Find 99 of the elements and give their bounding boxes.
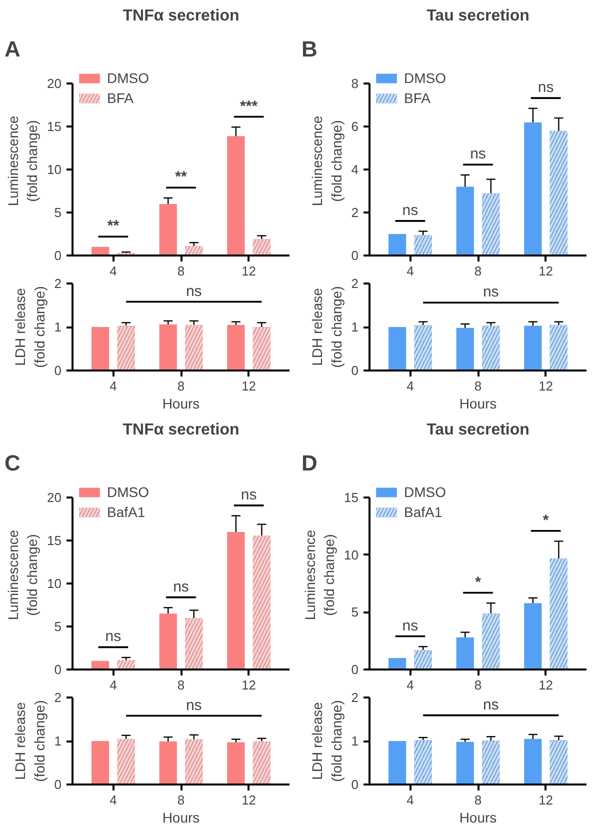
- x-axis-title: Hours: [459, 810, 497, 826]
- y-tick-label: 2: [54, 690, 62, 705]
- y-tick-label: 2: [351, 690, 359, 705]
- x-tick-label: 12: [538, 264, 554, 278]
- y-axis-title: Luminescence (fold change): [309, 116, 344, 206]
- x-tick-label: 12: [538, 792, 554, 808]
- x-tick-label: 4: [110, 378, 117, 394]
- y-tick-label: 10: [47, 576, 62, 592]
- y-axis-title: Luminescence (fold change): [302, 530, 338, 620]
- annotation: ns: [105, 628, 122, 646]
- y-tick-label: 15: [47, 119, 62, 134]
- y-tick-label: 2: [351, 205, 359, 220]
- y-tick-label: 6: [351, 119, 359, 134]
- annotation: **: [107, 218, 120, 235]
- x-tick-label: 4: [110, 264, 117, 278]
- text: A: [4, 36, 20, 62]
- y-axis-title: LDH release (fold change): [12, 700, 48, 782]
- x-tick-label: 4: [406, 678, 414, 692]
- y-tick-label: 20: [47, 490, 62, 506]
- y-tick-label: 10: [47, 162, 62, 178]
- annotation: ns: [186, 696, 202, 714]
- legend-label: BafA1: [107, 504, 146, 520]
- x-tick-label: 12: [242, 792, 256, 808]
- x-axis-title: Hours: [162, 396, 200, 412]
- x-tick-label: 12: [538, 378, 554, 394]
- annotation: ns: [482, 284, 499, 301]
- annotation: ns: [402, 617, 418, 634]
- y-tick-label: 5: [351, 604, 359, 620]
- x-tick-label: 8: [474, 264, 482, 278]
- annotation: **: [175, 168, 187, 186]
- x-tick-label: 4: [110, 678, 117, 692]
- text: C: [4, 450, 20, 476]
- y-tick-label: 1: [54, 734, 62, 748]
- y-tick-label: 8: [351, 76, 359, 92]
- y-tick-label: 2: [54, 276, 62, 291]
- y-tick-label: 5: [54, 205, 62, 220]
- y-tick-label: 0: [54, 363, 62, 378]
- y-tick-label: 2: [351, 276, 359, 291]
- y-tick-label: 4: [351, 162, 359, 178]
- legend-label: BafA1: [404, 504, 442, 520]
- legend-label: DMSO: [404, 70, 446, 86]
- y-tick-label: 1: [351, 734, 359, 748]
- y-tick-label: 1: [54, 320, 62, 334]
- x-tick-label: 12: [242, 378, 256, 394]
- y-tick-label: 0: [54, 777, 62, 792]
- x-tick-label: 4: [406, 792, 414, 808]
- legend-label: DMSO: [404, 484, 446, 500]
- x-tick-label: 12: [538, 678, 554, 692]
- x-tick-label: 8: [177, 678, 185, 692]
- y-tick-label: 15: [344, 490, 359, 506]
- y-tick-label: 15: [47, 533, 62, 548]
- legend-label: DMSO: [107, 70, 149, 86]
- y-axis-title: LDH release (fold change): [12, 286, 48, 368]
- x-tick-label: 8: [474, 378, 482, 394]
- annotation: ns: [402, 202, 418, 219]
- y-axis-title: LDH release (fold change): [309, 286, 344, 368]
- annotation: ***: [240, 98, 258, 115]
- y-tick-label: 0: [351, 777, 359, 792]
- legend-label: BFA: [107, 90, 134, 106]
- legend-label: BFA: [404, 90, 430, 106]
- annotation: ns: [470, 146, 486, 163]
- x-tick-label: 12: [242, 678, 256, 692]
- y-tick-label: 0: [351, 363, 359, 378]
- y-tick-label: 5: [54, 619, 62, 634]
- annotation: *: [475, 574, 482, 591]
- legend-label: DMSO: [107, 484, 149, 500]
- x-tick-label: 4: [406, 378, 414, 394]
- annotation: ns: [482, 696, 499, 714]
- x-tick-label: 8: [474, 678, 482, 692]
- annotation: ns: [173, 578, 189, 596]
- chart-title: TNFα secretion: [122, 422, 240, 438]
- x-tick-label: 12: [242, 264, 256, 278]
- y-tick-label: 0: [351, 248, 359, 263]
- y-axis-title: Luminescence (fold change): [4, 116, 40, 206]
- y-tick-label: 0: [54, 662, 62, 677]
- chart-title: Tau secretion: [426, 8, 530, 24]
- x-axis-title: Hours: [459, 396, 497, 412]
- y-tick-label: 0: [351, 662, 359, 677]
- y-tick-label: 20: [47, 76, 62, 92]
- chart-title: Tau secretion: [426, 422, 530, 438]
- annotation: *: [542, 512, 549, 529]
- x-tick-label: 8: [177, 378, 185, 394]
- text: D: [302, 450, 318, 476]
- x-tick-label: 8: [474, 792, 482, 808]
- y-tick-label: 0: [54, 248, 62, 263]
- annotation: ns: [186, 282, 202, 300]
- chart-title: TNFα secretion: [122, 8, 240, 24]
- x-tick-label: 4: [406, 264, 414, 278]
- x-tick-label: 4: [110, 792, 117, 808]
- annotation: ns: [538, 79, 554, 96]
- y-tick-label: 1: [351, 320, 359, 334]
- y-tick-label: 10: [344, 547, 359, 562]
- x-tick-label: 8: [177, 792, 185, 808]
- text: B: [302, 36, 318, 62]
- y-axis-title: LDH release (fold change): [309, 700, 344, 782]
- annotation: ns: [240, 486, 257, 504]
- x-tick-label: 8: [177, 264, 185, 278]
- x-axis-title: Hours: [162, 810, 200, 826]
- y-axis-title: Luminescence (fold change): [4, 530, 40, 620]
